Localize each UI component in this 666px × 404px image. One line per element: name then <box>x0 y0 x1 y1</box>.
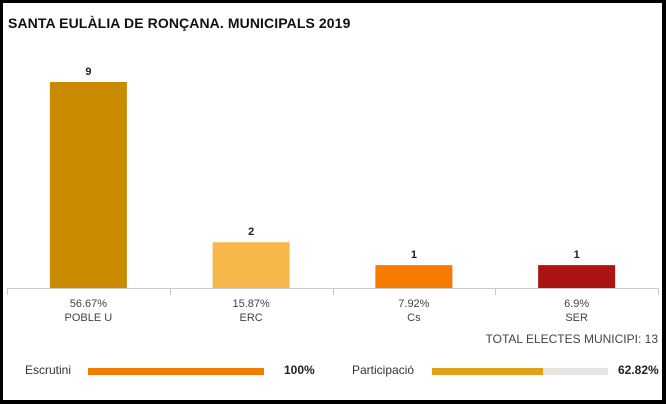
escrutini-bar <box>88 368 264 375</box>
bar-ser <box>538 265 616 288</box>
escrutini-value: 100% <box>284 363 315 377</box>
escrutini-fill <box>88 368 264 375</box>
bar-erc <box>212 242 290 288</box>
bar-percentage-label: 56.67% <box>70 298 108 310</box>
chart-panel: SANTA EULÀLIA DE RONÇANA. MUNICIPALS 201… <box>3 3 662 400</box>
category-label: ERC <box>240 312 263 324</box>
chart-title: SANTA EULÀLIA DE RONÇANA. MUNICIPALS 201… <box>8 15 351 31</box>
bar-value-label: 9 <box>85 66 91 78</box>
bar-poble-u <box>49 82 127 288</box>
participacio-value: 62.82% <box>618 363 659 377</box>
bar-value-label: 1 <box>574 249 580 261</box>
bar-cs <box>375 265 453 288</box>
category-label: SER <box>565 312 588 324</box>
bar-percentage-label: 15.87% <box>232 298 270 310</box>
bar-percentage-label: 7.92% <box>398 298 429 310</box>
bar-chart: 9 56.67% POBLE U 2 15.87% ERC 1 7.92% Cs 1 6.9% SER <box>7 66 659 324</box>
escrutini-label: Escrutini <box>25 363 72 377</box>
bar-value-label: 2 <box>248 226 254 238</box>
bar-value-label: 1 <box>411 249 417 261</box>
category-label: Cs <box>407 312 421 324</box>
participacio-label: Participació <box>352 363 415 377</box>
participacio-fill <box>432 368 543 375</box>
bar-percentage-label: 6.9% <box>564 298 589 310</box>
participacio-bar <box>432 368 608 375</box>
category-label: POBLE U <box>65 312 113 324</box>
total-electes: TOTAL ELECTES MUNICIPI: 13 <box>485 332 659 346</box>
